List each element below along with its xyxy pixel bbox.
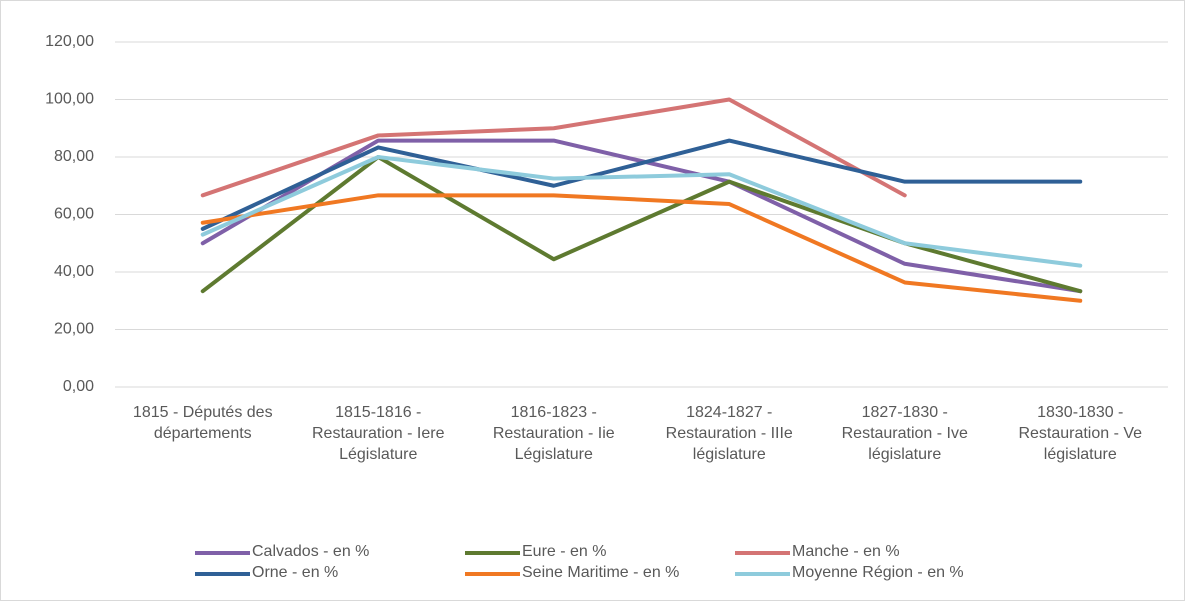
x-tick-label: 1827-1830 - Restauration - Ive législatu…	[841, 404, 968, 463]
legend-label: Seine Maritime - en %	[522, 564, 680, 581]
legend-label: Manche - en %	[792, 543, 900, 560]
y-tick-label: 60,00	[54, 206, 94, 223]
series-line	[200, 155, 1083, 294]
legend-label: Eure - en %	[522, 543, 607, 560]
x-tick-label: 1816-1823 - Restauration - Iie Législatu…	[492, 404, 615, 463]
y-tick-label: 80,00	[54, 148, 94, 165]
y-tick-label: 120,00	[45, 33, 94, 50]
x-tick-label: 1815 - Députés des départements	[132, 404, 273, 442]
y-tick-label: 0,00	[63, 378, 94, 395]
legend-label: Calvados - en %	[252, 543, 370, 560]
y-tick-label: 20,00	[54, 321, 94, 338]
x-tick-label: 1824-1827 - Restauration - IIIe législat…	[665, 404, 793, 463]
x-tick-label: 1830-1830 - Restauration - Ve législatur…	[1018, 404, 1143, 463]
series-line	[200, 97, 907, 198]
x-tick-label: 1815-1816 - Restauration - Iere Législat…	[311, 404, 445, 463]
series-line	[200, 193, 1083, 303]
series-line	[200, 155, 1083, 268]
legend-label: Moyenne Région - en %	[792, 564, 964, 581]
series-line	[200, 138, 1083, 231]
y-tick-label: 40,00	[54, 263, 94, 280]
legend-label: Orne - en %	[252, 564, 339, 581]
y-tick-label: 100,00	[45, 91, 94, 108]
